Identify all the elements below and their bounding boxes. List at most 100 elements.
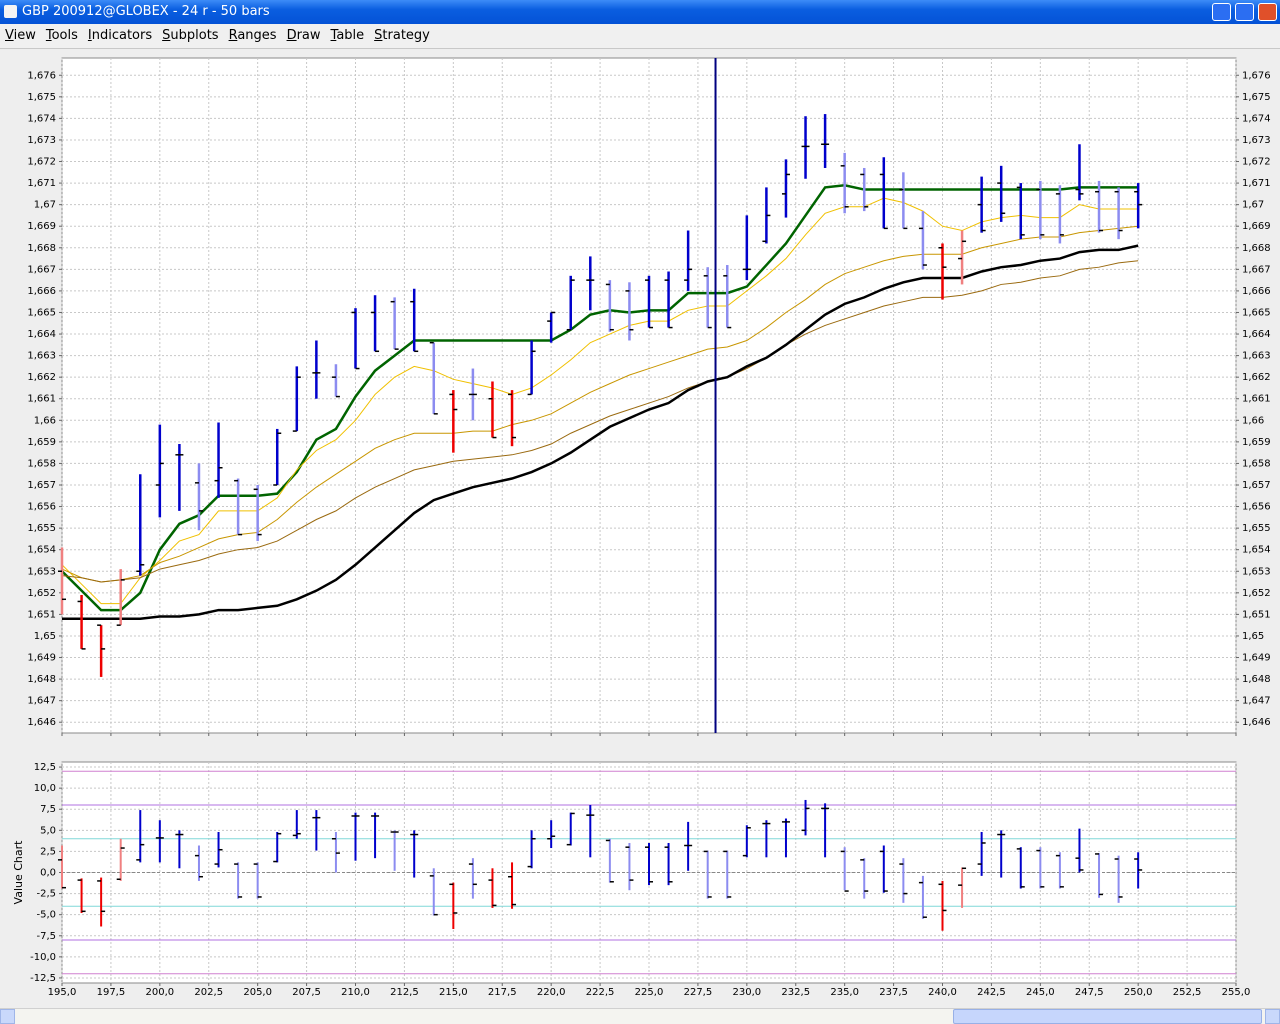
menu-item[interactable]: Strategy (374, 28, 430, 43)
y-tick-label-right: 1,667 (1242, 264, 1271, 275)
y-tick-label-right: 1,672 (1242, 157, 1271, 168)
y-tick-label: -12,5 (30, 973, 56, 984)
x-tick-label: 207,5 (292, 987, 321, 998)
x-tick-label: 212,5 (390, 987, 419, 998)
indicator-line (61, 183, 1139, 612)
y-tick-label-right: 1,647 (1242, 696, 1271, 707)
y-tick-label-right: 1,669 (1242, 221, 1271, 232)
x-tick-label: 235,0 (830, 987, 859, 998)
y-tick-label-right: 1,65 (1242, 631, 1264, 642)
menu-item[interactable]: View (5, 28, 36, 43)
y-tick-label: 1,672 (27, 157, 56, 168)
menu-item[interactable]: Subplots (162, 28, 219, 43)
y-tick-label-right: 1,658 (1242, 458, 1271, 469)
app-icon (4, 5, 17, 18)
y-tick-label-right: 1,652 (1242, 588, 1271, 599)
x-tick-label: 217,5 (488, 987, 517, 998)
horizontal-scrollbar[interactable] (0, 1008, 1280, 1024)
y-tick-label: 1,656 (27, 502, 56, 513)
indicator-line (61, 260, 1139, 583)
indicator-line (62, 244, 1139, 620)
y-tick-label: 1,668 (27, 243, 56, 254)
scroll-right[interactable] (1265, 1009, 1280, 1024)
y-tick-label-right: 1,662 (1242, 372, 1271, 383)
minimize-button[interactable] (1212, 3, 1231, 21)
y-tick-label-right: 1,671 (1242, 178, 1271, 189)
y-tick-label-right: 1,67 (1242, 200, 1264, 211)
y-tick-label-right: 1,651 (1242, 609, 1271, 620)
y-tick-label: 1,659 (27, 437, 56, 448)
y-tick-label-right: 1,661 (1242, 394, 1271, 405)
x-tick-label: 255,0 (1222, 987, 1251, 998)
menu-item[interactable]: Tools (45, 28, 78, 43)
x-tick-label: 227,5 (684, 987, 713, 998)
y-tick-label-right: 1,653 (1242, 566, 1271, 577)
y-tick-label: 12,5 (34, 762, 56, 773)
y-tick-label-right: 1,665 (1242, 307, 1271, 318)
x-tick-label: 230,0 (733, 987, 762, 998)
scroll-left[interactable] (0, 1009, 15, 1024)
y-tick-label: 1,665 (27, 307, 56, 318)
y-tick-label-right: 1,66 (1242, 415, 1264, 426)
y-tick-label: 1,658 (27, 458, 56, 469)
y-tick-label: 1,655 (27, 523, 56, 534)
y-tick-label: 1,671 (27, 178, 56, 189)
maximize-button[interactable] (1235, 3, 1254, 21)
y-tick-label: 1,669 (27, 221, 56, 232)
x-tick-label: 240,0 (928, 987, 957, 998)
y-tick-label: 1,65 (34, 631, 56, 642)
y-tick-label: 1,674 (27, 113, 56, 124)
y-tick-label-right: 1,668 (1242, 243, 1271, 254)
x-tick-label: 205,0 (243, 987, 272, 998)
x-tick-label: 210,0 (341, 987, 370, 998)
y-tick-label: -2,5 (36, 889, 56, 900)
x-tick-label: 237,5 (879, 987, 908, 998)
y-tick-label: 1,649 (27, 653, 56, 664)
y-tick-label: -5,0 (36, 910, 56, 921)
x-tick-label: 252,5 (1173, 987, 1202, 998)
scroll-thumb[interactable] (953, 1009, 1262, 1024)
y-tick-label-right: 1,649 (1242, 653, 1271, 664)
x-tick-label: 250,0 (1124, 987, 1153, 998)
y-axis-label: Value Chart (12, 840, 25, 905)
menu-item[interactable]: Ranges (228, 28, 277, 43)
x-tick-label: 225,0 (635, 987, 664, 998)
x-tick-label: 220,0 (537, 987, 566, 998)
x-tick-label: 242,5 (977, 987, 1006, 998)
y-tick-label: 1,675 (27, 92, 56, 103)
y-tick-label: 1,66 (34, 415, 56, 426)
y-tick-label: 1,653 (27, 566, 56, 577)
y-tick-label: -7,5 (36, 931, 56, 942)
x-tick-label: 200,0 (146, 987, 175, 998)
menu-item[interactable]: Indicators (87, 28, 153, 43)
close-button[interactable] (1258, 3, 1277, 21)
y-tick-label: -10,0 (30, 952, 56, 963)
y-tick-label: 1,646 (27, 717, 56, 728)
window-title: GBP 200912@GLOBEX - 24 r - 50 bars (22, 4, 270, 19)
y-tick-label-right: 1,673 (1242, 135, 1271, 146)
y-tick-label: 1,647 (27, 696, 56, 707)
y-tick-label-right: 1,654 (1242, 545, 1271, 556)
menu-item[interactable]: Table (330, 28, 365, 43)
y-tick-label: 1,654 (27, 545, 56, 556)
x-tick-label: 197,5 (97, 987, 126, 998)
y-tick-label-right: 1,656 (1242, 502, 1271, 513)
y-tick-label: 1,667 (27, 264, 56, 275)
y-tick-label: 1,648 (27, 674, 56, 685)
y-tick-label: 1,664 (27, 329, 56, 340)
y-tick-label: 1,662 (27, 372, 56, 383)
y-tick-label: 1,67 (34, 200, 56, 211)
y-tick-label: 10,0 (34, 783, 56, 794)
y-tick-label: 2,5 (40, 846, 56, 857)
menu-item[interactable]: Draw (286, 28, 321, 43)
y-tick-label-right: 1,664 (1242, 329, 1271, 340)
x-tick-label: 215,0 (439, 987, 468, 998)
y-tick-label: 1,652 (27, 588, 56, 599)
y-tick-label-right: 1,657 (1242, 480, 1271, 491)
x-tick-label: 202,5 (194, 987, 223, 998)
y-tick-label: 1,651 (27, 609, 56, 620)
y-tick-label: 1,673 (27, 135, 56, 146)
y-tick-label: 1,666 (27, 286, 56, 297)
y-tick-label-right: 1,666 (1242, 286, 1271, 297)
y-tick-label-right: 1,655 (1242, 523, 1271, 534)
